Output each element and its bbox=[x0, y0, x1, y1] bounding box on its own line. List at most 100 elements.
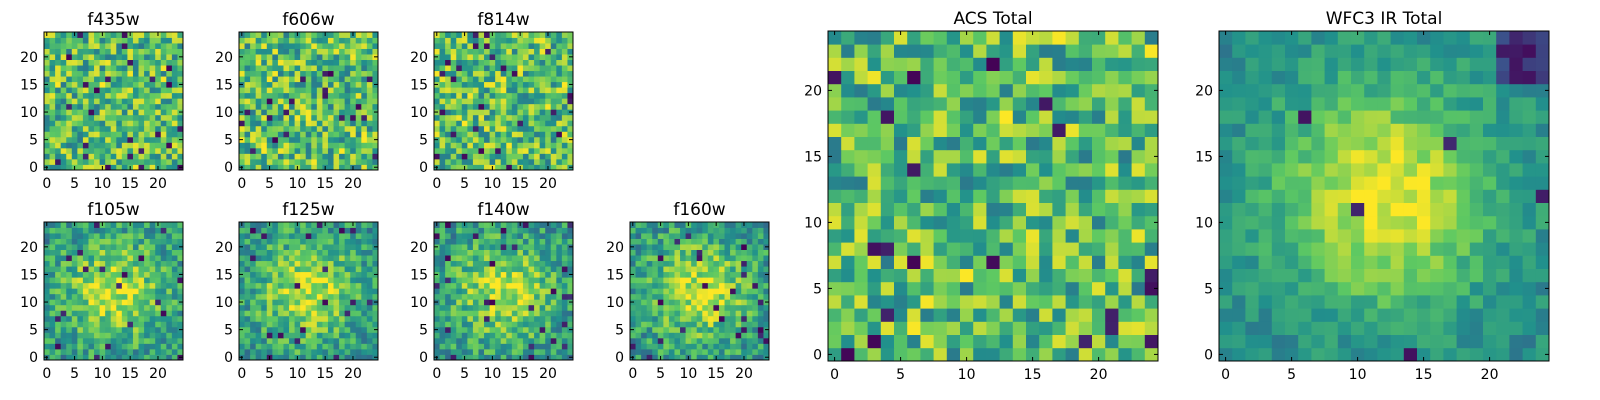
heatmap-cell bbox=[305, 48, 312, 55]
heatmap-cell bbox=[66, 136, 73, 143]
heatmap-cell bbox=[77, 125, 84, 132]
heatmap-cell bbox=[495, 326, 502, 333]
heatmap-cell bbox=[49, 321, 56, 328]
heatmap-cell bbox=[110, 37, 117, 44]
heatmap-cell bbox=[94, 125, 100, 132]
heatmap-cell bbox=[344, 315, 351, 322]
heatmap-cell bbox=[66, 158, 73, 165]
heatmap-cell bbox=[94, 238, 100, 245]
heatmap-cell bbox=[366, 114, 373, 121]
heatmap-cell bbox=[121, 65, 128, 72]
heatmap-cell bbox=[333, 109, 340, 116]
heatmap-cell bbox=[55, 32, 62, 38]
y-tick-label: 0 bbox=[615, 350, 624, 366]
heatmap-cell bbox=[522, 98, 529, 105]
heatmap-cell bbox=[305, 131, 312, 138]
heatmap-cell bbox=[66, 98, 73, 105]
heatmap-cell bbox=[94, 147, 100, 154]
heatmap-cell bbox=[663, 337, 670, 344]
heatmap-cell bbox=[652, 282, 659, 289]
heatmap-cell bbox=[472, 244, 479, 250]
heatmap-cell bbox=[567, 249, 574, 256]
heatmap-cell bbox=[467, 147, 474, 154]
heatmap-cell bbox=[880, 295, 895, 309]
heatmap-cell bbox=[110, 164, 117, 171]
heatmap-cell bbox=[255, 164, 262, 171]
heatmap-cell bbox=[283, 54, 290, 60]
heatmap-cell bbox=[472, 164, 479, 171]
heatmap-cell bbox=[350, 131, 357, 138]
heatmap-cell bbox=[144, 337, 151, 344]
heatmap-cell bbox=[434, 65, 440, 72]
heatmap-cell bbox=[327, 158, 334, 165]
heatmap-cell bbox=[484, 227, 490, 234]
heatmap-cell bbox=[456, 348, 463, 355]
heatmap-cell bbox=[116, 321, 123, 328]
heatmap-cell bbox=[171, 227, 178, 234]
heatmap-cell bbox=[456, 238, 463, 245]
heatmap-cell bbox=[49, 249, 56, 256]
heatmap-cell bbox=[545, 87, 552, 94]
heatmap-cell bbox=[484, 238, 490, 245]
heatmap-cell bbox=[94, 114, 100, 121]
heatmap-cell bbox=[495, 260, 502, 267]
heatmap-cell bbox=[177, 98, 184, 105]
heatmap-cell bbox=[361, 48, 368, 55]
heatmap-cell bbox=[305, 348, 312, 355]
heatmap-cell bbox=[149, 147, 156, 154]
heatmap-cell bbox=[450, 238, 457, 245]
heatmap-cell bbox=[478, 321, 485, 328]
heatmap-cell bbox=[149, 310, 156, 317]
heatmap-cell bbox=[668, 326, 675, 333]
heatmap-cell bbox=[685, 282, 692, 289]
heatmap-cell bbox=[105, 48, 112, 55]
heatmap-cell bbox=[973, 281, 987, 296]
heatmap-cell bbox=[289, 249, 295, 256]
heatmap-cell bbox=[333, 98, 340, 105]
heatmap-cell bbox=[663, 310, 670, 317]
heatmap-cell bbox=[960, 255, 974, 269]
heatmap-cell bbox=[305, 81, 312, 88]
heatmap-cell bbox=[534, 32, 541, 38]
heatmap-cell bbox=[746, 233, 753, 239]
heatmap-cell bbox=[445, 43, 452, 49]
heatmap-cell bbox=[121, 337, 128, 344]
heatmap-cell bbox=[1052, 242, 1066, 256]
heatmap-cell bbox=[94, 233, 100, 239]
heatmap-cell bbox=[127, 114, 134, 121]
heatmap-cell bbox=[289, 59, 295, 66]
heatmap-cell bbox=[171, 54, 178, 60]
heatmap-cell bbox=[556, 59, 563, 66]
heatmap-cell bbox=[960, 229, 974, 243]
heatmap-cell bbox=[99, 282, 106, 289]
heatmap-cell bbox=[322, 348, 329, 355]
heatmap-cell bbox=[517, 70, 524, 77]
heatmap-cell bbox=[149, 164, 156, 171]
heatmap-cell bbox=[294, 65, 301, 72]
heatmap-cell bbox=[668, 244, 675, 250]
heatmap-cell bbox=[160, 147, 167, 154]
heatmap-cell bbox=[160, 249, 167, 256]
heatmap-cell bbox=[294, 282, 301, 289]
heatmap-cell bbox=[1012, 347, 1027, 362]
heatmap-cell bbox=[339, 238, 346, 245]
heatmap-cell bbox=[322, 288, 329, 295]
heatmap-cell bbox=[355, 282, 362, 289]
heatmap-cell bbox=[534, 238, 541, 245]
heatmap-cell bbox=[155, 227, 162, 234]
heatmap-cell bbox=[116, 288, 123, 295]
heatmap-cell bbox=[272, 54, 279, 60]
heatmap-cell bbox=[71, 326, 78, 333]
heatmap-cell bbox=[327, 103, 334, 110]
heatmap-cell bbox=[434, 76, 440, 83]
heatmap-cell bbox=[461, 65, 468, 72]
heatmap-cell bbox=[867, 268, 882, 283]
heatmap-cell bbox=[461, 153, 468, 160]
heatmap-cell bbox=[366, 299, 373, 306]
heatmap-cell bbox=[434, 103, 440, 110]
heatmap-cell bbox=[44, 43, 50, 49]
heatmap-cell bbox=[495, 304, 502, 311]
heatmap-cell bbox=[735, 299, 742, 306]
heatmap-cell bbox=[160, 282, 167, 289]
heatmap-cell bbox=[44, 131, 50, 138]
